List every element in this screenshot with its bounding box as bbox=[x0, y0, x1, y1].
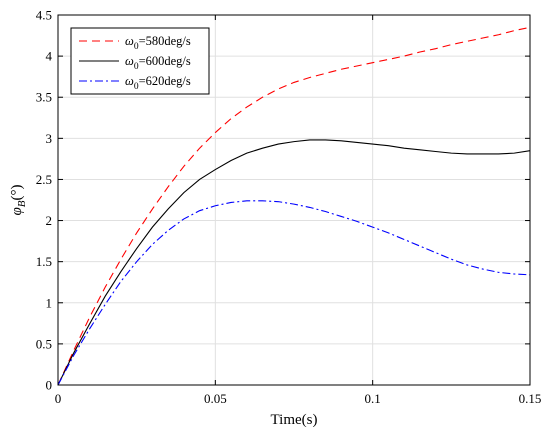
y-tick-label: 2 bbox=[46, 213, 53, 228]
legend-label-3: ω0=620deg/s bbox=[125, 74, 191, 92]
y-tick-label: 1 bbox=[46, 295, 53, 310]
grid bbox=[58, 15, 530, 385]
axis-ticks bbox=[57, 14, 531, 386]
legend-symbol: ω bbox=[125, 34, 134, 48]
y-tick-label: 3.5 bbox=[36, 90, 52, 105]
legend-label-1: ω0=580deg/s bbox=[125, 34, 191, 52]
series-line-3 bbox=[57, 200, 531, 386]
y-axis-label-subscript: B bbox=[16, 200, 28, 207]
legend-symbol: ω bbox=[125, 74, 134, 88]
legend-subscript: 0 bbox=[134, 62, 139, 72]
plot-frame bbox=[57, 14, 531, 386]
x-axis-label: Time(s) bbox=[271, 412, 318, 428]
legend-subscript: 0 bbox=[134, 82, 139, 92]
y-tick-label: 0.5 bbox=[36, 336, 52, 351]
legend-symbol: ω bbox=[125, 54, 134, 68]
series-line-1 bbox=[57, 26, 531, 386]
y-tick-label: 1.5 bbox=[36, 254, 52, 269]
legend-value: =600deg/s bbox=[139, 54, 191, 68]
y-tick-label: 4 bbox=[46, 49, 53, 64]
series-lines bbox=[57, 26, 531, 386]
y-axis-label: φB(°) bbox=[9, 184, 28, 215]
x-tick-label: 0 bbox=[55, 391, 62, 406]
legend-value: =580deg/s bbox=[139, 34, 191, 48]
y-tick-label: 4.5 bbox=[36, 8, 52, 23]
y-axis-label-symbol: φ bbox=[9, 207, 25, 215]
y-axis-label-unit: (°) bbox=[9, 184, 25, 200]
x-tick-label: 0.15 bbox=[519, 391, 542, 406]
legend: ω0=580deg/sω0=600deg/sω0=620deg/s bbox=[70, 27, 210, 95]
x-tick-label: 0.05 bbox=[204, 391, 227, 406]
legend-label-2: ω0=600deg/s bbox=[125, 54, 191, 72]
x-tick-label: 0.1 bbox=[365, 391, 381, 406]
legend-subscript: 0 bbox=[134, 42, 139, 52]
y-tick-label: 2.5 bbox=[36, 172, 52, 187]
series-line-2 bbox=[57, 139, 531, 386]
legend-value: =620deg/s bbox=[139, 74, 191, 88]
y-tick-label: 0 bbox=[46, 378, 53, 393]
y-tick-label: 3 bbox=[46, 131, 53, 146]
